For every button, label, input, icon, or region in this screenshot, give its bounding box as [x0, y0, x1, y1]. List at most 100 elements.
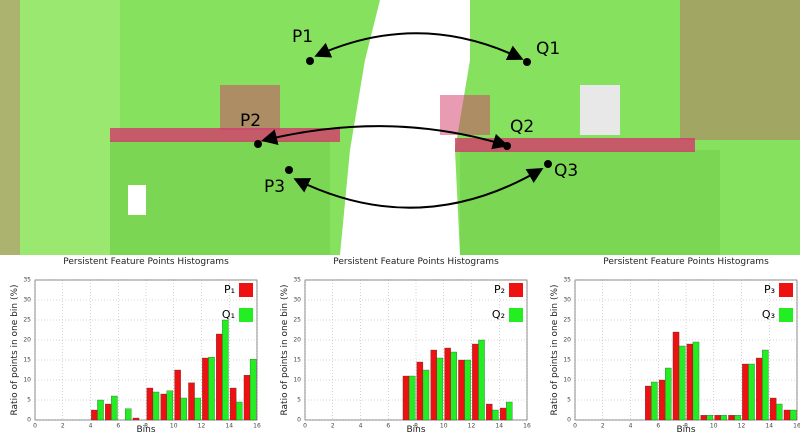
x-tick-label: 16	[793, 423, 800, 430]
y-tick-label: 25	[23, 317, 31, 324]
wall	[0, 0, 120, 255]
object	[580, 85, 620, 135]
bar	[243, 375, 251, 421]
bar	[678, 345, 686, 421]
bar	[645, 385, 652, 421]
point-label: Q2	[510, 117, 534, 137]
y-tick-label: 20	[563, 337, 571, 344]
bar	[188, 382, 195, 421]
bar	[499, 407, 507, 421]
x-tick-label: 6	[656, 423, 660, 430]
x-tick-label: 4	[89, 423, 93, 430]
bar	[416, 361, 424, 421]
point	[523, 58, 531, 66]
bar	[160, 393, 167, 421]
x-tick-label: 10	[440, 423, 448, 430]
bar	[472, 343, 479, 421]
y-tick-label: 5	[27, 397, 31, 404]
bar	[769, 397, 777, 421]
legend-label: Q₁	[222, 308, 235, 321]
y-tick-label: 35	[563, 277, 571, 284]
bar	[748, 363, 755, 421]
x-tick-label: 14	[225, 423, 233, 430]
x-tick-label: 4	[359, 423, 363, 430]
x-tick-label: 6	[386, 423, 390, 430]
y-tick-label: 15	[293, 357, 301, 364]
bar	[486, 403, 493, 421]
legend-label: P₃	[764, 283, 775, 296]
x-tick-label: 12	[738, 423, 746, 430]
bar	[692, 341, 700, 421]
bar	[194, 397, 201, 421]
bar	[146, 387, 154, 421]
y-tick-label: 35	[23, 277, 31, 284]
x-tick-label: 14	[495, 423, 503, 430]
x-axis-label: Bins	[406, 425, 425, 434]
legend-label: Q₃	[762, 308, 775, 321]
bar	[422, 369, 430, 421]
histogram: Persistent Feature Points Histograms Bins…	[550, 257, 800, 434]
legend-swatch	[509, 283, 523, 297]
x-tick-label: 14	[765, 423, 773, 430]
bar	[180, 397, 187, 421]
bar	[706, 415, 714, 421]
point-label: P1	[292, 27, 313, 47]
bar	[658, 379, 666, 421]
y-axis-label: Ratio of points in one bin (%)	[10, 284, 20, 415]
point	[254, 140, 262, 148]
bar	[665, 367, 672, 421]
scene: P1 Q1 P2 Q2 P3 Q3	[0, 0, 800, 255]
x-tick-label: 8	[414, 423, 418, 430]
x-tick-label: 10	[170, 423, 178, 430]
edge	[455, 138, 695, 152]
bar	[229, 387, 237, 421]
bar	[236, 401, 243, 421]
bar	[402, 375, 410, 421]
bar	[132, 417, 140, 421]
y-tick-label: 30	[563, 297, 571, 304]
y-tick-label: 20	[293, 337, 301, 344]
object	[220, 85, 280, 130]
point	[285, 166, 293, 174]
bar	[174, 369, 181, 421]
bar	[478, 339, 485, 421]
x-tick-label: 0	[33, 423, 37, 430]
bar	[728, 415, 735, 421]
point-label: P2	[240, 111, 261, 131]
bar	[756, 357, 763, 421]
y-axis-label: Ratio of points in one bin (%)	[280, 284, 290, 415]
legend-swatch	[509, 308, 523, 322]
bar	[762, 349, 769, 421]
bar	[506, 401, 513, 421]
bar	[492, 409, 499, 421]
point-label: Q1	[536, 39, 560, 59]
legend-swatch	[239, 308, 253, 322]
bar	[450, 351, 457, 421]
x-tick-label: 2	[61, 423, 65, 430]
edge	[0, 0, 20, 255]
bar	[111, 395, 118, 421]
y-tick-label: 10	[563, 377, 571, 384]
y-tick-label: 20	[23, 337, 31, 344]
object	[440, 95, 490, 135]
x-tick-label: 16	[253, 423, 261, 430]
bar	[444, 347, 451, 421]
x-tick-label: 10	[710, 423, 718, 430]
bar	[216, 333, 223, 421]
cabinet	[110, 140, 330, 255]
legend-swatch	[779, 308, 793, 322]
bar	[686, 343, 694, 421]
bar	[208, 357, 215, 421]
histogram: Persistent Feature Points Histograms Bins…	[10, 257, 261, 434]
arrow	[261, 125, 509, 150]
bar	[734, 415, 741, 421]
arrow	[314, 32, 524, 61]
y-tick-label: 35	[293, 277, 301, 284]
x-tick-label: 2	[331, 423, 335, 430]
bar	[783, 409, 791, 421]
bar	[166, 390, 174, 421]
chart-title: Persistent Feature Points Histograms	[603, 257, 769, 267]
x-axis-label: Bins	[136, 425, 155, 434]
y-tick-label: 15	[23, 357, 31, 364]
